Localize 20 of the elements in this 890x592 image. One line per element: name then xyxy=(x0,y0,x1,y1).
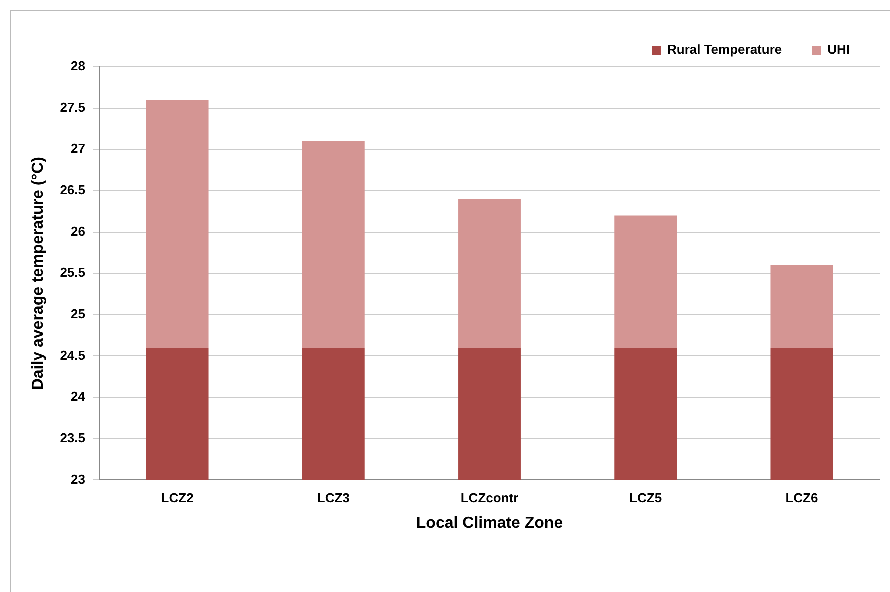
y-tick-label: 25 xyxy=(71,306,86,322)
y-tick-label: 26.5 xyxy=(60,182,86,198)
y-tick-label: 27 xyxy=(71,141,86,156)
x-tick-label: LCZ6 xyxy=(786,490,818,506)
x-axis-title: Local Climate Zone xyxy=(416,514,564,532)
y-tick-label: 23.5 xyxy=(60,430,86,446)
y-axis-title: Daily average temperature (°C) xyxy=(30,157,48,390)
y-tick-label: 25.5 xyxy=(60,265,86,280)
y-tick-label: 24.5 xyxy=(60,348,86,363)
x-tick-label: LCZ3 xyxy=(317,490,350,506)
x-tick-label: LCZcontr xyxy=(460,490,519,506)
y-tick-label: 27.5 xyxy=(60,100,86,115)
y-tick-label: 24 xyxy=(71,389,86,404)
y-tick-label: 28 xyxy=(71,58,86,74)
legend-label: UHI xyxy=(828,42,850,58)
y-tick-label: 26 xyxy=(71,224,86,239)
x-tick-label: LCZ2 xyxy=(161,490,194,506)
x-tick-label: LCZ5 xyxy=(630,490,662,506)
legend-label: Rural Temperature xyxy=(667,42,782,58)
y-tick-label: 23 xyxy=(71,472,86,487)
